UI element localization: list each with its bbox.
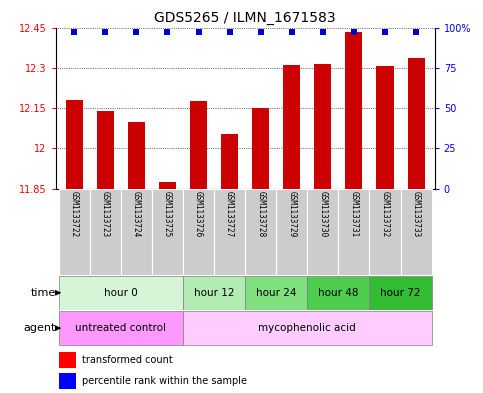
- Bar: [307, 276, 369, 310]
- Text: GSM1133724: GSM1133724: [132, 191, 141, 237]
- Point: [381, 29, 389, 35]
- Bar: [183, 311, 432, 345]
- Bar: [90, 189, 121, 275]
- Text: hour 72: hour 72: [380, 288, 421, 298]
- Bar: [408, 59, 425, 189]
- Bar: [121, 189, 152, 275]
- Bar: [183, 276, 245, 310]
- Point: [288, 29, 296, 35]
- Text: GSM1133727: GSM1133727: [225, 191, 234, 237]
- Text: hour 48: hour 48: [318, 288, 358, 298]
- Bar: [59, 352, 76, 369]
- Text: GSM1133730: GSM1133730: [318, 191, 327, 237]
- Text: hour 0: hour 0: [104, 288, 138, 298]
- Bar: [190, 101, 207, 189]
- Text: untreated control: untreated control: [75, 323, 166, 333]
- Bar: [183, 189, 214, 275]
- Bar: [345, 31, 362, 189]
- Bar: [339, 189, 369, 275]
- Bar: [307, 189, 339, 275]
- Bar: [400, 189, 432, 275]
- Bar: [314, 64, 331, 189]
- Text: GSM1133722: GSM1133722: [70, 191, 79, 237]
- Point: [164, 29, 171, 35]
- Text: transformed count: transformed count: [82, 355, 173, 365]
- Bar: [221, 134, 238, 189]
- Point: [412, 29, 420, 35]
- Point: [319, 29, 327, 35]
- Text: GSM1133726: GSM1133726: [194, 191, 203, 237]
- Bar: [159, 182, 176, 189]
- Bar: [283, 65, 300, 189]
- Title: GDS5265 / ILMN_1671583: GDS5265 / ILMN_1671583: [154, 11, 336, 25]
- Bar: [66, 100, 83, 189]
- Text: GSM1133728: GSM1133728: [256, 191, 265, 237]
- Bar: [376, 66, 394, 189]
- Bar: [369, 189, 400, 275]
- Point: [101, 29, 109, 35]
- Point: [195, 29, 202, 35]
- Text: GSM1133725: GSM1133725: [163, 191, 172, 237]
- Bar: [59, 373, 76, 389]
- Text: GSM1133732: GSM1133732: [381, 191, 389, 237]
- Bar: [58, 276, 183, 310]
- Bar: [252, 108, 269, 189]
- Text: hour 12: hour 12: [194, 288, 234, 298]
- Text: time: time: [31, 288, 56, 298]
- Text: GSM1133729: GSM1133729: [287, 191, 296, 237]
- Point: [226, 29, 233, 35]
- Bar: [152, 189, 183, 275]
- Text: percentile rank within the sample: percentile rank within the sample: [82, 376, 247, 386]
- Bar: [245, 189, 276, 275]
- Text: GSM1133733: GSM1133733: [412, 191, 421, 237]
- Point: [132, 29, 140, 35]
- Text: mycophenolic acid: mycophenolic acid: [258, 323, 356, 333]
- Bar: [245, 276, 307, 310]
- Bar: [214, 189, 245, 275]
- Bar: [58, 311, 183, 345]
- Point: [257, 29, 265, 35]
- Point: [71, 29, 78, 35]
- Text: GSM1133723: GSM1133723: [101, 191, 110, 237]
- Bar: [128, 121, 145, 189]
- Text: GSM1133731: GSM1133731: [349, 191, 358, 237]
- Bar: [369, 276, 432, 310]
- Text: hour 24: hour 24: [256, 288, 297, 298]
- Text: agent: agent: [24, 323, 56, 333]
- Bar: [276, 189, 307, 275]
- Bar: [58, 189, 90, 275]
- Point: [350, 29, 358, 35]
- Bar: [97, 111, 114, 189]
